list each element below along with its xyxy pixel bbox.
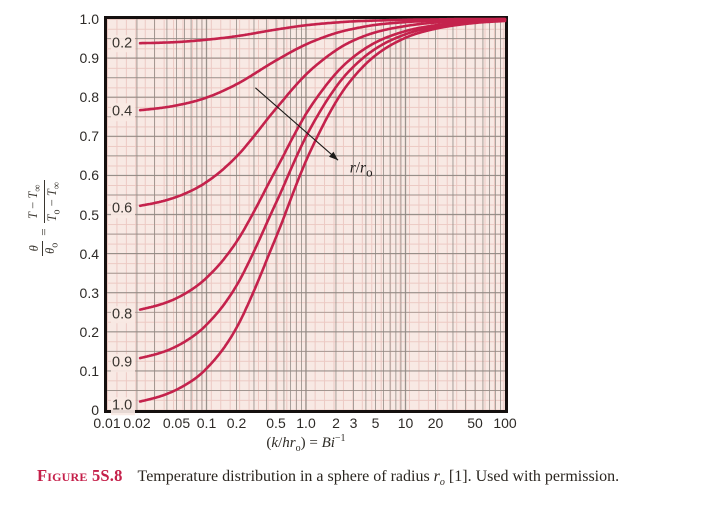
curve-label-0.6: 0.6 xyxy=(111,200,136,219)
y-tick-0.7: 0.7 xyxy=(79,128,99,145)
curve-r-ratio-0.8 xyxy=(138,18,507,311)
curve-label-1.0: 1.0 xyxy=(111,397,136,415)
plot-area: 0.2 0.4 0.6 0.8 0.9 1.0 r/ro xyxy=(104,16,508,415)
x-tick-0.01: 0.01 xyxy=(93,415,121,431)
caption-label: Figure 5S.8 xyxy=(37,466,123,485)
curve-label-0.4: 0.4 xyxy=(111,103,136,122)
y-tick-0.6: 0.6 xyxy=(79,167,99,184)
x-tick-100: 100 xyxy=(493,415,517,431)
y-tick-1.0: 1.0 xyxy=(79,11,99,27)
curve-label-0.9: 0.9 xyxy=(111,354,136,372)
y-tick-0.5: 0.5 xyxy=(79,206,99,223)
y-tick-0.8: 0.8 xyxy=(79,89,99,106)
y-tick-0.3: 0.3 xyxy=(79,284,99,301)
r-over-ro-arrow-icon xyxy=(255,87,339,161)
curves xyxy=(138,17,507,403)
x-tick-5: 5 xyxy=(371,415,380,431)
y-tick-0.9: 0.9 xyxy=(79,50,99,67)
curve-r-ratio-0.9 xyxy=(138,18,507,360)
x-tick-3: 3 xyxy=(349,415,358,431)
x-tick-0.05: 0.05 xyxy=(162,415,191,431)
x-tick-0.2: 0.2 xyxy=(226,415,247,431)
x-tick-2: 2 xyxy=(332,415,340,431)
r-over-ro-label: r/ro xyxy=(349,158,373,180)
curve-label-0.8: 0.8 xyxy=(111,305,136,324)
caption-text: Temperature distribution in a sphere of … xyxy=(137,468,620,489)
x-tick-10: 10 xyxy=(397,415,414,431)
y-tick-0.4: 0.4 xyxy=(79,245,99,262)
curve-r-ratio-0.6 xyxy=(138,18,507,208)
x-tick-0.02: 0.02 xyxy=(123,415,151,431)
equals-sign: = xyxy=(36,228,51,236)
x-tick-50: 50 xyxy=(467,415,483,431)
x-axis-title: (k/hro) = Bi−1 xyxy=(266,433,346,454)
x-tick-1.0: 1.0 xyxy=(296,415,316,431)
curve-r-ratio-1.0 xyxy=(138,19,507,403)
x-tick-0.5: 0.5 xyxy=(266,415,286,431)
x-tick-0.1: 0.1 xyxy=(196,415,217,431)
curve-label-0.2: 0.2 xyxy=(111,34,136,53)
y-tick-0: 0 xyxy=(91,402,99,418)
x-tick-20: 20 xyxy=(427,415,444,431)
y-tick-0.1: 0.1 xyxy=(79,362,99,379)
figure-caption: Figure 5S.8 Temperature distribution in a… xyxy=(37,466,707,488)
y-tick-0.2: 0.2 xyxy=(79,323,99,340)
chart-canvas xyxy=(107,17,507,410)
curve-r-ratio-0.4 xyxy=(138,17,507,112)
